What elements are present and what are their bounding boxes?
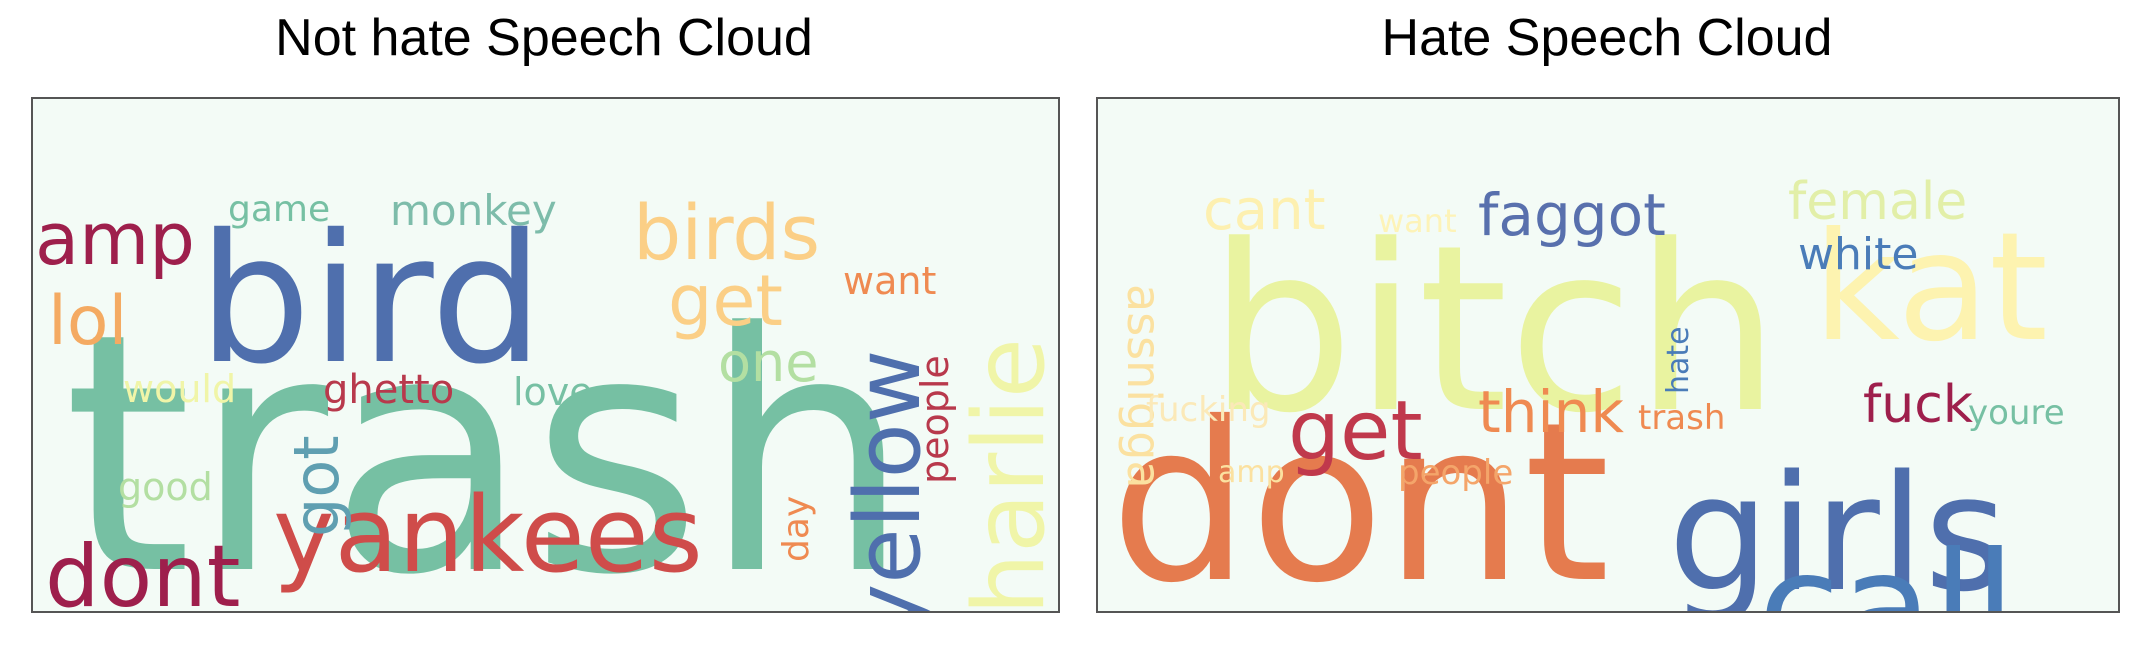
not-hate-word-love: love: [513, 370, 593, 414]
hate-word-fuck: fuck: [1863, 375, 1973, 435]
chart-title-hate: Hate Speech Cloud: [1381, 9, 1833, 67]
not-hate-word-want: want: [843, 259, 936, 303]
not-hate-word-lol: lol: [48, 282, 127, 361]
chart-title-not-hate: Not hate Speech Cloud: [275, 9, 813, 67]
hate-word-assnigga: assnigga: [1117, 284, 1171, 489]
not-hate-word-bird: bird: [198, 196, 543, 403]
not-hate-word-charlie: charlie: [953, 338, 1058, 611]
hate-word-hate: hate: [1661, 326, 1696, 394]
not-hate-word-ghetto: ghetto: [323, 367, 454, 413]
hate-word-cloud: bitch dont girls call kat get faggot think cant f…: [1096, 97, 2120, 613]
not-hate-word-got: got: [280, 435, 353, 537]
hate-word-want: want: [1378, 202, 1457, 240]
not-hate-word-get: get: [668, 260, 783, 342]
hate-word-kat: kat: [1813, 201, 2048, 375]
hate-word-bitch: bitch: [1208, 197, 1780, 464]
hate-word-woman: woman: [1243, 609, 1411, 611]
not-hate-word-trash: trash: [63, 263, 911, 611]
hate-word-youre: youre: [1968, 393, 2065, 433]
hate-word-call: call: [1758, 521, 2016, 611]
not-hate-word-one: one: [718, 331, 819, 394]
hate-word-get: get: [1288, 384, 1423, 479]
hate-word-female: female: [1788, 172, 1967, 232]
hate-word-faggot: faggot: [1478, 181, 1666, 249]
hate-word-dont: dont: [1110, 375, 1610, 611]
hate-word-girls: girls: [1668, 440, 2008, 611]
hate-word-fucking: fucking: [1146, 390, 1270, 430]
not-hate-word-yankees: yankees: [273, 474, 703, 596]
not-hate-word-good: good: [118, 465, 213, 509]
not-hate-word-cloud: trash bird yankees charlie yellow dont birds am…: [31, 97, 1060, 613]
not-hate-word-people: people: [913, 355, 957, 484]
hate-word-amp: amp: [1218, 455, 1285, 490]
not-hate-word-monkey: monkey: [390, 186, 557, 235]
not-hate-word-game: game: [228, 189, 330, 230]
hate-word-people: people: [1398, 453, 1513, 493]
not-hate-word-amp: amp: [35, 197, 195, 281]
hate-word-cant: cant: [1203, 178, 1326, 243]
hate-word-think: think: [1478, 378, 1624, 446]
not-hate-word-dont: dont: [45, 527, 240, 611]
not-hate-word-yellow: yellow: [836, 350, 941, 611]
not-hate-word-would: would: [123, 367, 236, 411]
not-hate-word-birds: birds: [633, 188, 820, 277]
hate-word-trash: trash: [1638, 398, 1725, 438]
hate-word-men: men: [1648, 608, 1759, 611]
not-hate-word-day: day: [776, 496, 817, 562]
hate-word-white: white: [1798, 229, 1918, 280]
